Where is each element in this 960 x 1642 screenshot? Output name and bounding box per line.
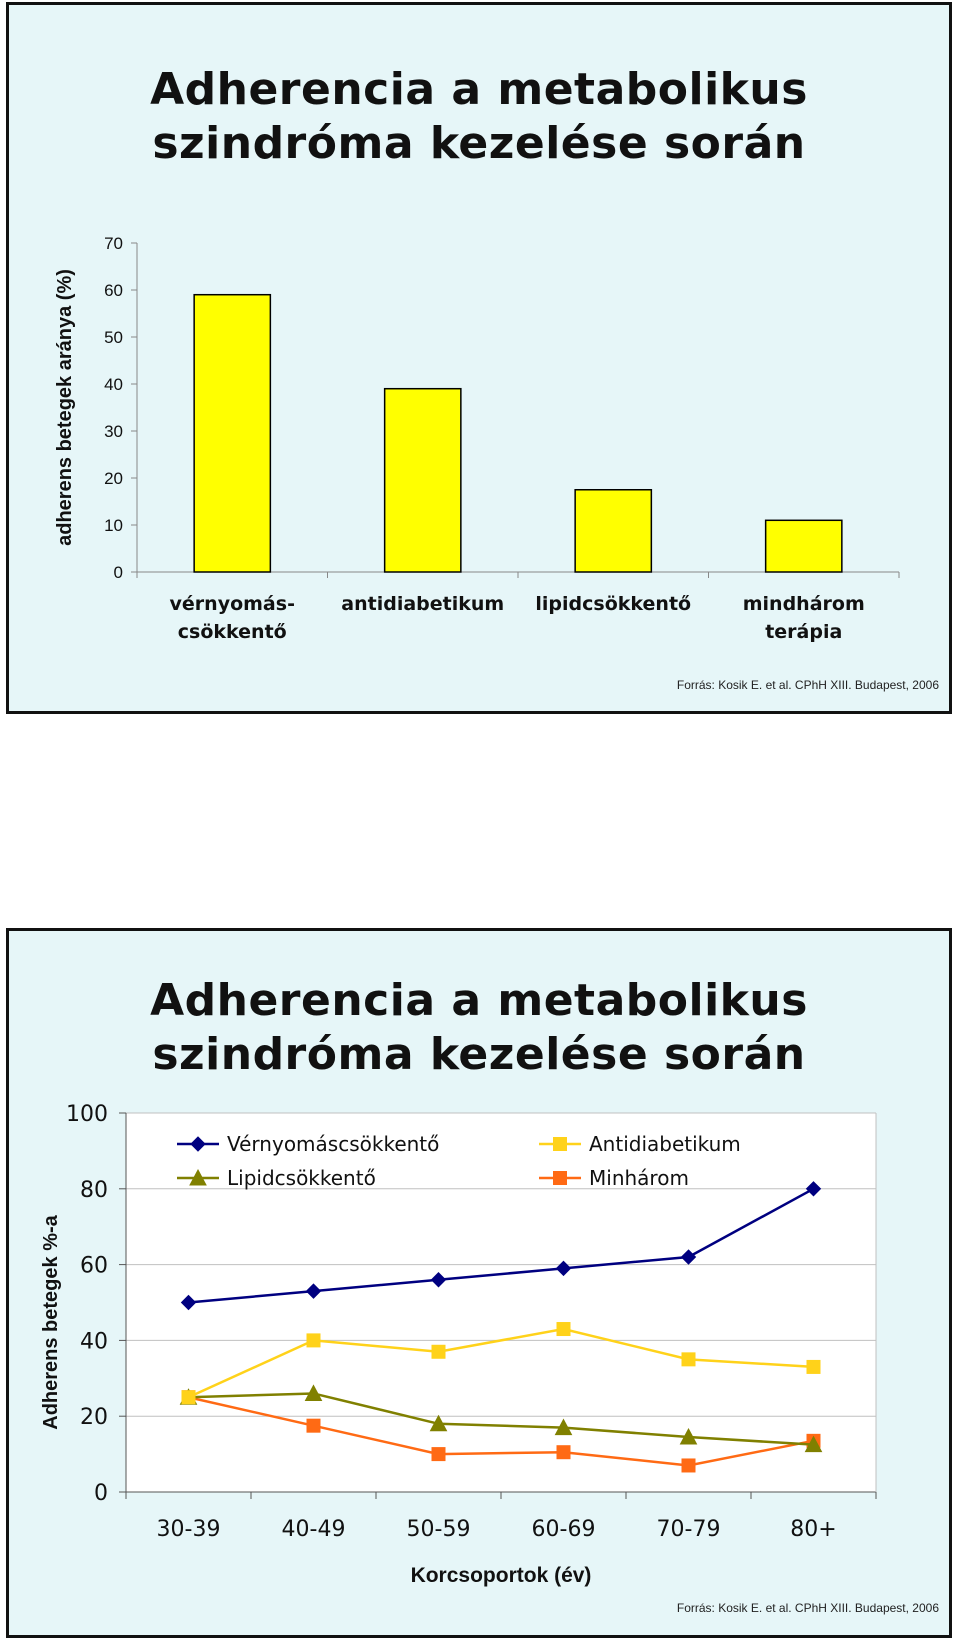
data-point (180, 1294, 197, 1311)
data-point (680, 1249, 697, 1265)
series-1 (180, 1181, 822, 1311)
data-point (305, 1283, 322, 1299)
data-point (429, 1414, 448, 1432)
series-2 (181, 1322, 821, 1405)
slide-bar-chart: Adherencia a metabolikus szindróma kezel… (6, 2, 952, 714)
x-category-label: lipidcsökkentő (535, 593, 691, 615)
legend-label: Antidiabetikum (589, 1132, 741, 1156)
x-category-label: 30-39 (157, 1517, 221, 1542)
source-note: Forrás: Kosik E. et al. CPhH XIII. Budap… (676, 678, 939, 692)
title-line-1: Adherencia a metabolikus (150, 64, 808, 115)
bar (764, 519, 843, 573)
y-tick-label: 40 (80, 1329, 108, 1354)
series-line (188, 1396, 814, 1467)
x-category-label: mindhárom (743, 593, 865, 615)
y-tick-label: 20 (80, 1405, 108, 1430)
chart-title: Adherencia a metabolikus szindróma kezel… (9, 974, 949, 1082)
data-point (306, 1418, 321, 1433)
legend-marker (190, 1136, 206, 1152)
title-line-2: szindróma kezelése során (152, 1029, 806, 1080)
y-tick-label: 60 (80, 1254, 108, 1279)
series-line (188, 1187, 815, 1304)
x-category-label: terápia (765, 621, 842, 643)
x-category-label: 50-59 (407, 1517, 471, 1542)
series-line (187, 1327, 814, 1399)
legend-label: Lipidcsökkentő (227, 1166, 376, 1190)
data-point (304, 1384, 323, 1401)
data-point (806, 1359, 821, 1374)
x-axis-title: Korcsoportok (év) (411, 1564, 592, 1587)
bar (574, 489, 653, 573)
legend-marker (553, 1137, 567, 1151)
legend-entry: Minhárom (539, 1166, 689, 1190)
legend-entry: Lipidcsökkentő (177, 1166, 376, 1190)
bar-chart: 0 10 20 30 40 50 60 70 vérnyomás-csökkentő antidi… (54, 234, 900, 643)
data-point (306, 1333, 321, 1348)
chart-title: Adherencia a metabolikus szindróma kezel… (9, 63, 949, 171)
series-line (188, 1392, 814, 1446)
legend-marker (553, 1171, 567, 1185)
data-point (181, 1390, 196, 1405)
y-tick-label: 80 (80, 1178, 108, 1203)
data-point (804, 1435, 823, 1453)
bar (193, 293, 272, 573)
legend-entry: Antidiabetikum (539, 1132, 741, 1156)
y-tick-label: 20 (104, 469, 123, 488)
y-tick-label: 0 (114, 563, 123, 582)
y-tick-label: 30 (104, 422, 123, 441)
data-point (556, 1322, 571, 1337)
data-point (556, 1445, 571, 1460)
source-note: Forrás: Kosik E. et al. CPhH XIII. Budap… (676, 1601, 939, 1615)
y-tick-label: 40 (104, 375, 123, 394)
y-tick-label: 70 (104, 234, 123, 253)
y-tick-label: 50 (104, 328, 123, 347)
y-axis-title: adherens betegek aránya (%) (54, 269, 76, 546)
y-tick-label: 60 (104, 281, 123, 300)
data-point (555, 1260, 572, 1277)
x-category-label: antidiabetikum (341, 593, 504, 615)
x-category-label: 80+ (790, 1517, 836, 1542)
data-point (681, 1458, 696, 1473)
line-chart: 0 20 40 60 80 100 30-39 40-49 50-59 60-69 70-79 80+… (40, 1102, 877, 1587)
data-point (681, 1352, 696, 1367)
y-tick-label: 10 (104, 516, 123, 535)
data-point (431, 1447, 446, 1462)
x-category-label: 60-69 (532, 1517, 596, 1542)
x-category-label: 70-79 (657, 1517, 721, 1542)
x-category-label: csökkentő (178, 621, 287, 643)
data-point (431, 1344, 446, 1359)
data-point (805, 1181, 822, 1197)
title-line-2: szindróma kezelése során (152, 118, 806, 169)
legend-label: Minhárom (589, 1166, 689, 1190)
plot-area (126, 1113, 876, 1492)
y-tick-label: 100 (66, 1102, 108, 1127)
bar (383, 387, 462, 573)
data-point (430, 1272, 447, 1288)
y-tick-label: 0 (94, 1481, 108, 1506)
title-line-1: Adherencia a metabolikus (150, 975, 808, 1026)
x-category-label: 40-49 (282, 1517, 346, 1542)
data-point (679, 1427, 698, 1445)
slide-line-chart: Adherencia a metabolikus szindróma kezel… (6, 928, 952, 1638)
y-axis-title: Adherens betegek %-a (40, 1214, 62, 1429)
x-category-label: vérnyomás- (170, 593, 295, 615)
legend-marker (189, 1168, 207, 1186)
legend-entry: Vérnyomáscsökkentő (177, 1132, 439, 1156)
legend-label: Vérnyomáscsökkentő (227, 1132, 439, 1156)
data-point (554, 1418, 573, 1436)
